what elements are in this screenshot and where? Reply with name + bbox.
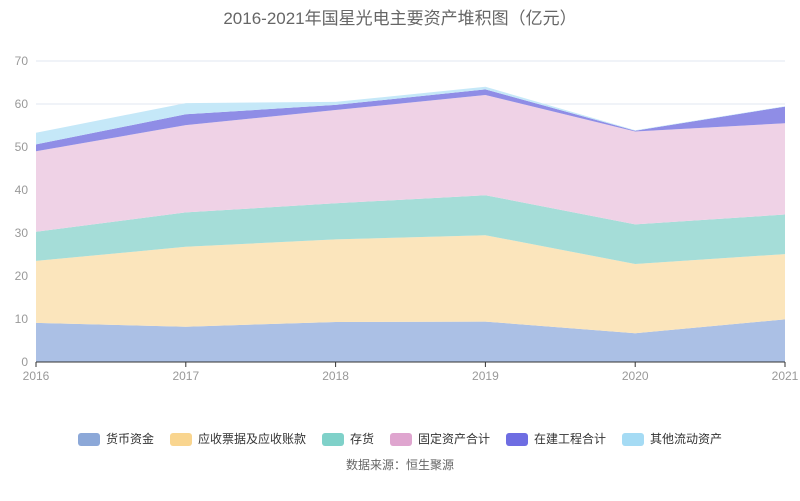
area-series-1 (36, 235, 785, 334)
x-axis-label: 2018 (322, 369, 349, 383)
x-axis-label: 2021 (772, 369, 799, 383)
area-series-0 (36, 319, 785, 362)
legend-item-5[interactable]: 其他流动资产 (622, 432, 722, 446)
legend-swatch (390, 432, 412, 446)
legend-swatch (506, 432, 529, 446)
legend-label: 存货 (349, 432, 374, 446)
y-axis-label: 40 (15, 183, 29, 197)
y-axis-label: 10 (15, 312, 29, 326)
x-axis-label: 2019 (472, 369, 499, 383)
legend-label: 固定资产合计 (418, 432, 491, 446)
legend-label: 在建工程合计 (534, 432, 607, 446)
legend-item-3[interactable]: 固定资产合计 (390, 432, 490, 446)
legend-swatch (622, 432, 645, 446)
data-source-caption: 数据来源：恒生聚源 (345, 458, 454, 472)
y-axis-label: 0 (21, 355, 28, 369)
legend-item-0[interactable]: 货币资金 (77, 432, 154, 446)
y-axis-label: 30 (15, 226, 29, 240)
area-series-3 (36, 95, 785, 232)
x-axis-label: 2017 (172, 369, 199, 383)
legend: 货币资金 应收票据及应收账款 存货 固定资产合计 在建工程合计 其他流动资产 (0, 432, 800, 446)
y-axis-label: 60 (15, 97, 29, 111)
chart-title: 2016-2021年国星光电主要资产堆积图（亿元） (223, 9, 577, 28)
y-axis-label: 70 (15, 54, 29, 68)
area-series-4 (36, 89, 785, 152)
legend-item-1[interactable]: 应收票据及应收账款 (169, 432, 306, 446)
legend-item-2[interactable]: 存货 (321, 432, 374, 446)
legend-swatch (321, 432, 344, 446)
stacked-area-plot: 2016 2017 2018 2019 2020 2021 0 10 20 30 40 50 60 70 (15, 54, 799, 383)
legend-label: 货币资金 (105, 432, 154, 446)
legend-swatch (77, 432, 100, 446)
legend-swatch (169, 432, 192, 446)
legend-label: 应收票据及应收账款 (197, 432, 306, 446)
y-axis-label: 50 (15, 140, 29, 154)
x-axis-label: 2016 (23, 369, 50, 383)
y-axis-label: 20 (15, 269, 29, 283)
legend-label: 其他流动资产 (650, 432, 723, 446)
legend-item-4[interactable]: 在建工程合计 (506, 432, 606, 446)
x-axis-label: 2020 (622, 369, 649, 383)
area-series-2 (36, 195, 785, 264)
